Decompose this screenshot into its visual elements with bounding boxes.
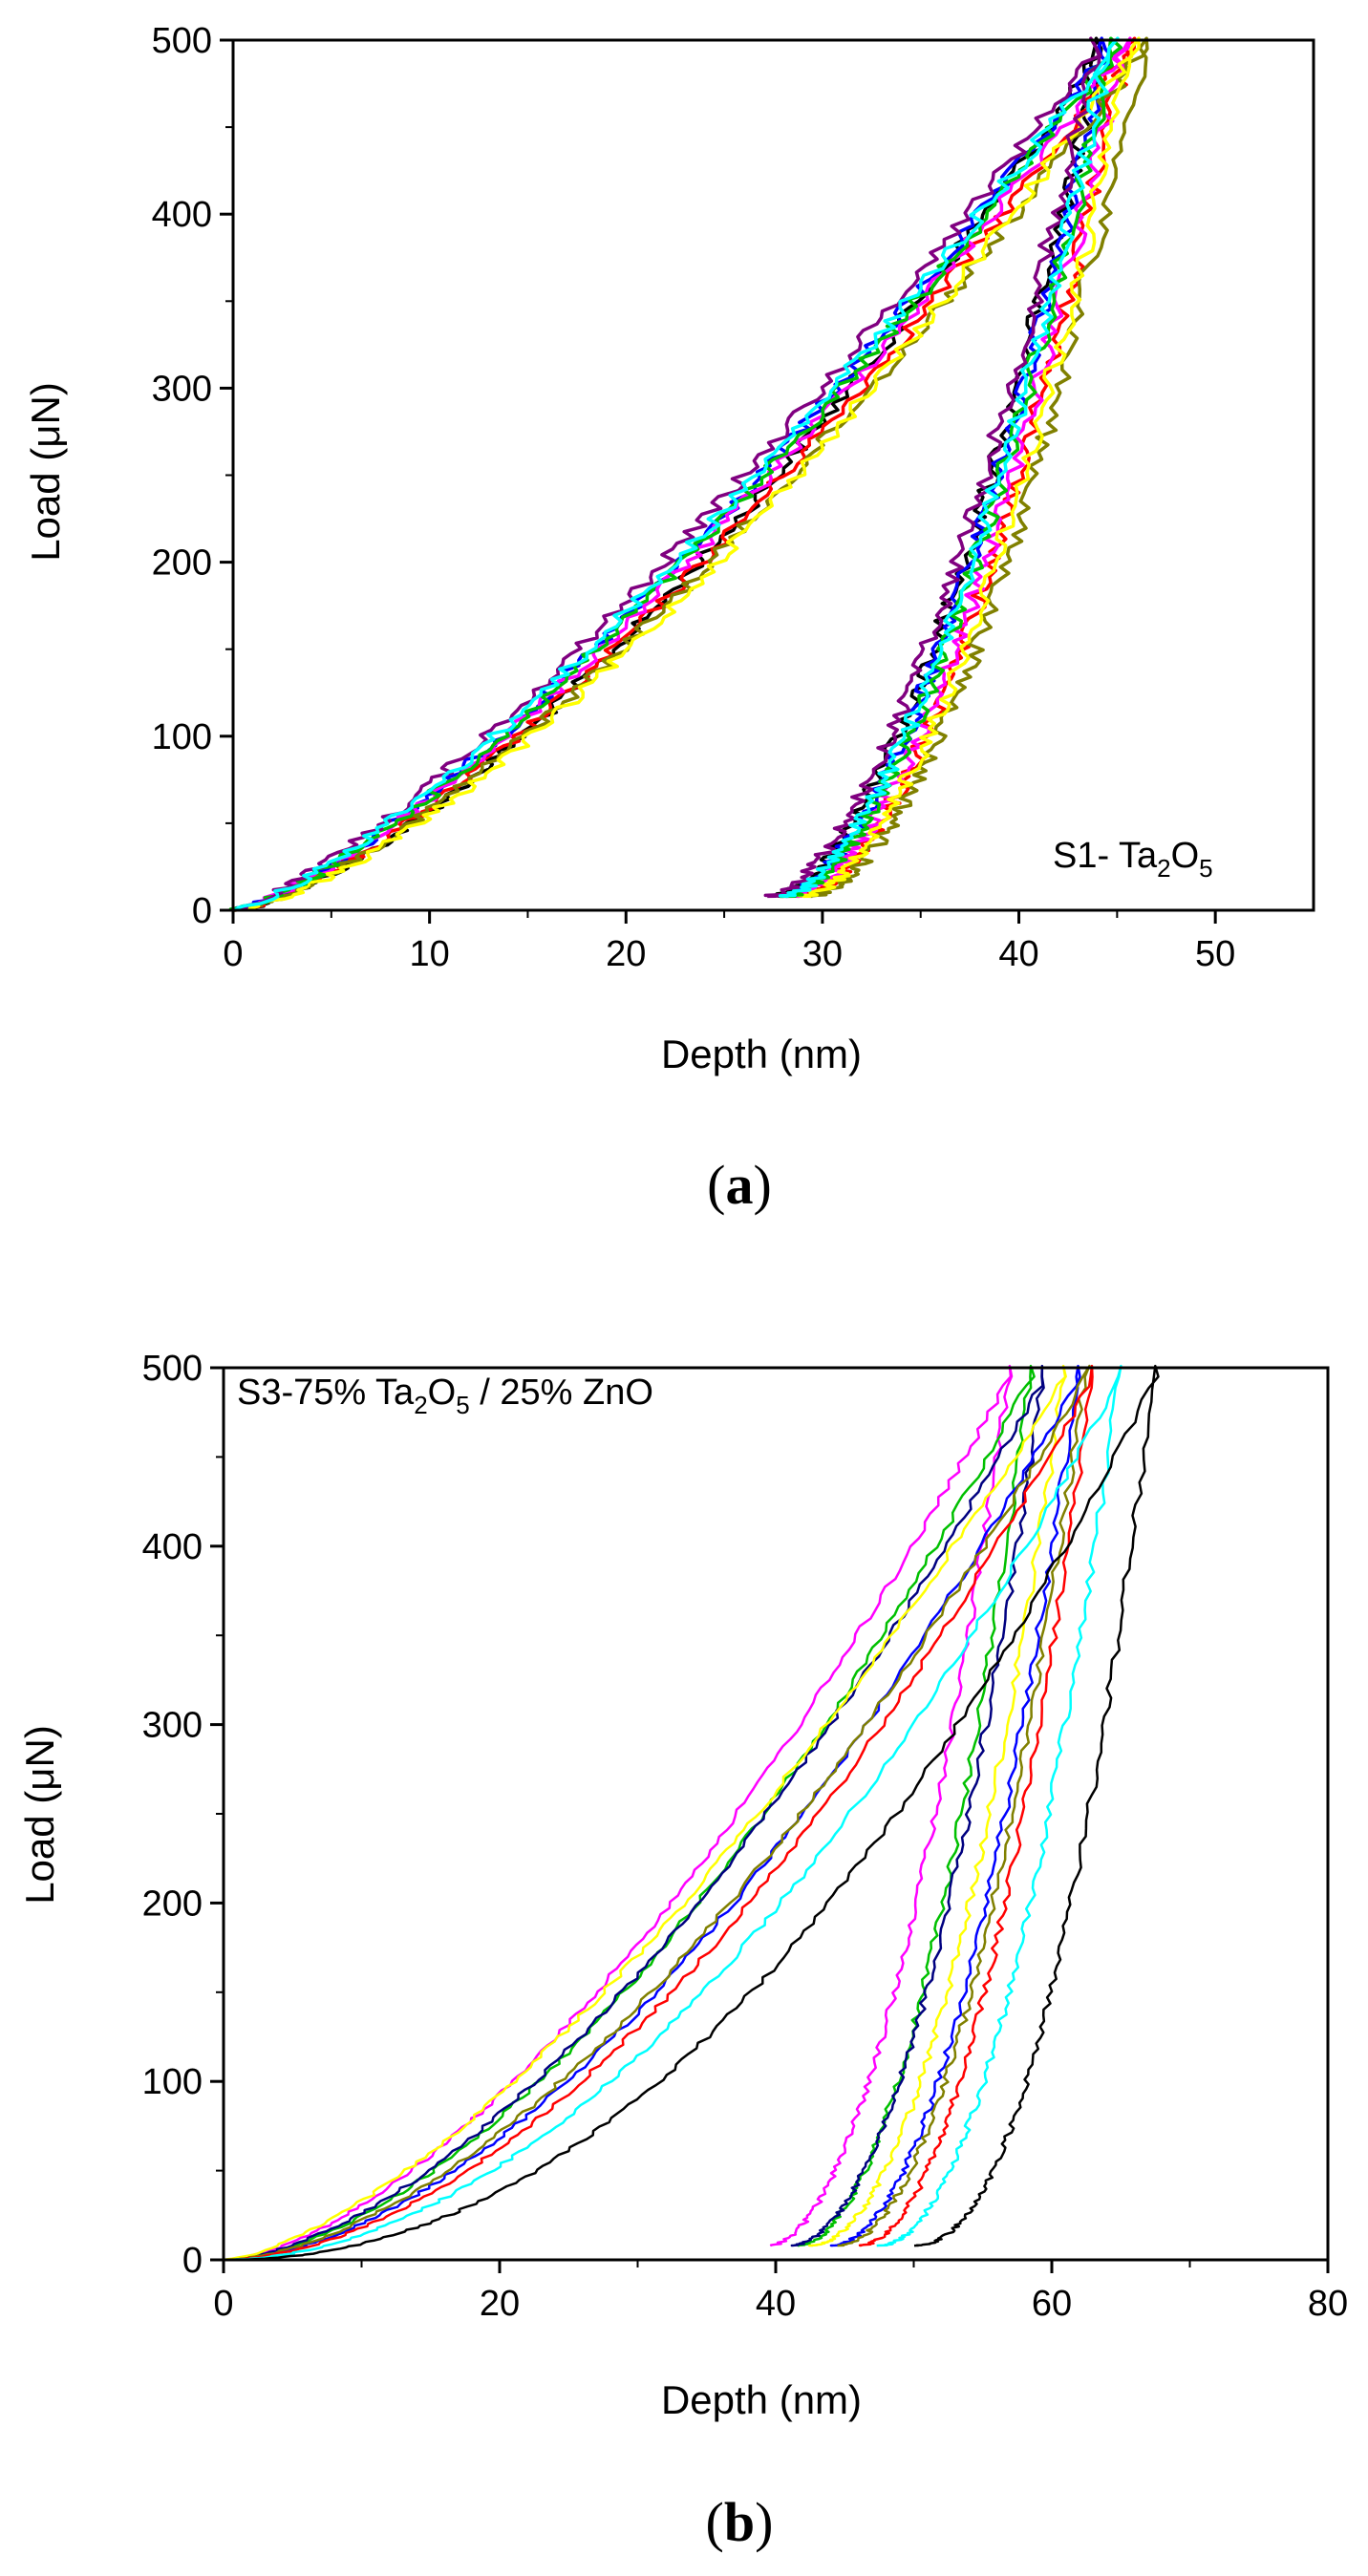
x-tick-label: 0: [213, 2284, 233, 2324]
panel-a-y-axis-label: Load (μN): [23, 382, 68, 562]
y-tick-label: 100: [152, 717, 212, 757]
series-line: [223, 1364, 1045, 2262]
panel-b-chart: 0 20 40 60 80 0 100 200 300 400 500 S3-75% Ta2O5 /…: [17, 1349, 1348, 2553]
y-tick-label: 0: [192, 891, 212, 931]
panel-b-curves: [223, 1364, 1160, 2262]
x-tick-label: 20: [480, 2284, 520, 2324]
series-line: [223, 1364, 1036, 2262]
series-line: [232, 36, 1102, 912]
x-tick-label: 50: [1195, 934, 1235, 974]
panel-a-label: (a): [707, 1154, 772, 1216]
panel-a-x-axis-label: Depth (nm): [661, 1032, 862, 1076]
series-line: [223, 1364, 1094, 2262]
y-tick-label: 200: [152, 543, 212, 584]
panel-b-x-axis-label: Depth (nm): [661, 2377, 862, 2422]
series-line: [224, 1364, 1160, 2262]
x-tick-label: 60: [1032, 2284, 1072, 2324]
panel-a-plot-frame: [231, 38, 1315, 912]
y-tick-label: 500: [152, 21, 212, 61]
series-line: [223, 1364, 1067, 2262]
series-line: [232, 36, 1149, 912]
x-tick-label: 80: [1308, 2284, 1348, 2324]
series-line: [228, 36, 1122, 912]
y-tick-label: 300: [142, 1706, 203, 1746]
series-line: [232, 36, 1141, 912]
series-line: [232, 36, 1132, 912]
series-line: [232, 36, 1103, 912]
y-tick-label: 500: [142, 1349, 203, 1389]
y-tick-label: 200: [142, 1884, 203, 1924]
x-tick-label: 0: [223, 934, 243, 974]
y-tick-label: 400: [152, 195, 212, 235]
panel-b-ticks: 0 20 40 60 80 0 100 200 300 400 500: [142, 1349, 1349, 2324]
panel-b-plot-frame: [222, 1366, 1330, 2262]
series-line: [223, 1364, 1014, 2262]
series-line: [223, 1364, 1081, 2262]
x-tick-label: 40: [998, 934, 1038, 974]
series-line: [223, 1364, 1091, 2262]
y-tick-label: 300: [152, 369, 212, 409]
series-line: [232, 36, 1120, 912]
panel-b-y-axis-label: Load (μN): [17, 1725, 62, 1905]
panel-a-annotation: S1- Ta2O5: [1053, 836, 1213, 883]
panel-b-label: (b): [706, 2491, 774, 2553]
y-tick-label: 400: [142, 1527, 203, 1567]
series-line: [232, 36, 1113, 912]
x-tick-label: 40: [756, 2284, 796, 2324]
y-tick-label: 100: [142, 2062, 203, 2102]
panel-b-annotation: S3-75% Ta2O5 / 25% ZnO: [237, 1373, 653, 1419]
panel-a-curves: [228, 36, 1149, 912]
x-tick-label: 30: [802, 934, 843, 974]
series-line: [223, 1364, 1122, 2262]
y-tick-label: 0: [182, 2241, 203, 2281]
x-tick-label: 10: [409, 934, 449, 974]
x-tick-label: 20: [606, 934, 646, 974]
